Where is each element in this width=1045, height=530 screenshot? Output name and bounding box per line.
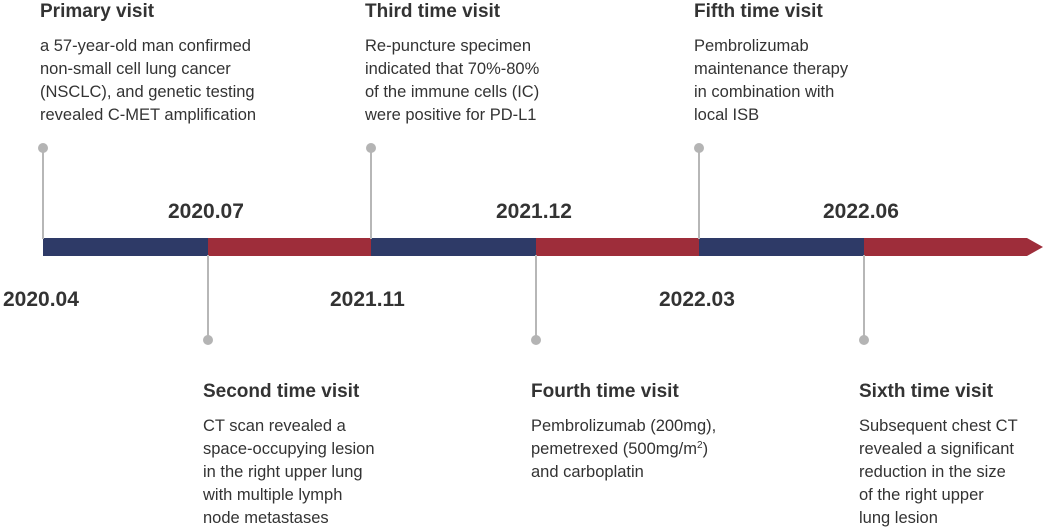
- date-label-2020-04: 2020.04: [3, 288, 79, 311]
- event-title: Fifth time visit: [694, 1, 823, 22]
- event-description-line: pemetrexed (500mg/m2): [531, 438, 716, 461]
- event-description: Pembrolizumab (200mg), pemetrexed (500mg…: [531, 415, 716, 484]
- event-description-line: space-occupying lesion: [203, 440, 375, 458]
- event-description-line: of the right upper: [859, 486, 984, 504]
- event-primary-visit: Primary visit a 57-year-old man confirme…: [40, 1, 256, 127]
- timeline-segment-4: [536, 238, 699, 256]
- event-fourth-visit: Fourth time visit Pembrolizumab (200mg),…: [531, 381, 716, 484]
- connector-dot-2: [203, 335, 213, 345]
- date-label-2022-06: 2022.06: [823, 200, 899, 223]
- event-description-line: with multiple lymph: [203, 486, 343, 504]
- timeline-segment-5: [699, 238, 864, 256]
- event-second-visit: Second time visit CT scan revealed a spa…: [203, 381, 375, 530]
- date-label-2021-11: 2021.11: [330, 288, 405, 311]
- event-description: Re-puncture specimen indicated that 70%-…: [365, 35, 539, 127]
- connector-stem-5: [698, 148, 700, 239]
- event-description-text: pemetrexed (500mg/m: [531, 440, 697, 458]
- event-description-line: in the right upper lung: [203, 463, 363, 481]
- connector-dot-5: [694, 143, 704, 153]
- event-description-line: (NSCLC), and genetic testing: [40, 83, 255, 101]
- event-third-visit: Third time visit Re-puncture specimen in…: [365, 1, 539, 127]
- superscript-text: 2: [697, 440, 703, 451]
- date-label-2022-03: 2022.03: [659, 288, 735, 311]
- event-description-line: Pembrolizumab (200mg),: [531, 417, 717, 435]
- event-title: Primary visit: [40, 1, 155, 22]
- connector-dot-1: [38, 143, 48, 153]
- date-label-2020-07: 2020.07: [168, 200, 244, 223]
- event-title: Second time visit: [203, 381, 360, 402]
- event-sixth-visit: Sixth time visit Subsequent chest CT rev…: [859, 381, 1018, 530]
- event-description-line: in combination with: [694, 83, 835, 101]
- event-description-line: revealed C-MET amplification: [40, 106, 257, 124]
- connector-stem-3: [370, 148, 372, 239]
- event-description: Pembrolizumab maintenance therapy in com…: [694, 35, 848, 127]
- event-title: Sixth time visit: [859, 381, 994, 402]
- event-description-line: CT scan revealed a: [203, 417, 346, 435]
- event-description-line: Pembrolizumab: [694, 37, 809, 55]
- event-description-line: maintenance therapy: [694, 60, 849, 78]
- event-description-line: reduction in the size: [859, 463, 1006, 481]
- event-title: Third time visit: [365, 1, 501, 22]
- event-title: Fourth time visit: [531, 381, 679, 402]
- event-description-line: node metastases: [203, 509, 329, 527]
- date-label-2021-12: 2021.12: [496, 200, 572, 223]
- event-description: a 57-year-old man confirmed non-small ce…: [40, 35, 256, 127]
- event-description-line: local ISB: [694, 106, 760, 124]
- event-description: CT scan revealed a space-occupying lesio…: [203, 415, 375, 530]
- event-description-line: lung lesion: [859, 509, 938, 527]
- event-fifth-visit: Fifth time visit Pembrolizumab maintenan…: [694, 1, 848, 127]
- timeline-segment-2: [208, 238, 371, 256]
- event-description-line: Subsequent chest CT: [859, 417, 1018, 435]
- connector-dot-6: [859, 335, 869, 345]
- event-description-line: were positive for PD-L1: [365, 106, 537, 124]
- event-description-line: revealed a significant: [859, 440, 1015, 458]
- event-description-line: and carboplatin: [531, 463, 644, 481]
- event-description-line: non-small cell lung cancer: [40, 60, 231, 78]
- connector-stem-4: [535, 255, 537, 340]
- event-description-text: ): [702, 440, 709, 458]
- connector-stem-6: [863, 255, 865, 340]
- timeline-segment-6: [864, 238, 1027, 256]
- event-description-line: of the immune cells (IC): [365, 83, 540, 101]
- connector-stem-1: [42, 148, 44, 239]
- event-description-line: a 57-year-old man confirmed: [40, 37, 251, 55]
- timeline-segment-1: [43, 238, 208, 256]
- connector-dot-4: [531, 335, 541, 345]
- event-description-line: indicated that 70%-80%: [365, 60, 540, 78]
- event-description: Subsequent chest CT revealed a significa…: [859, 415, 1018, 530]
- event-description-line: Re-puncture specimen: [365, 37, 531, 55]
- connector-dot-3: [366, 143, 376, 153]
- timeline-segment-3: [371, 238, 536, 256]
- timeline-arrowhead: [1027, 238, 1043, 256]
- connector-stem-2: [207, 255, 209, 340]
